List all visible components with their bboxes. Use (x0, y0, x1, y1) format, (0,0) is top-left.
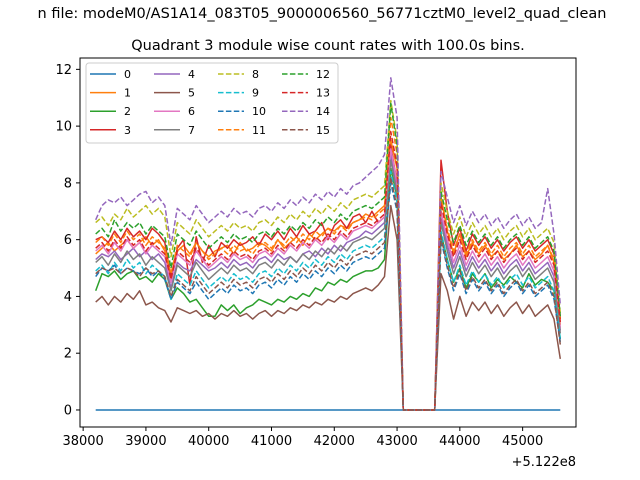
series-line-11 (95, 116, 562, 411)
legend-label-10: 10 (252, 105, 266, 118)
series-line-6 (95, 148, 562, 411)
x-offset-label: +5.122e8 (512, 455, 576, 470)
x-tick-label: 39000 (125, 434, 166, 449)
y-tick-label: 2 (64, 347, 72, 362)
x-tick-label: 40000 (188, 434, 229, 449)
y-tick-label: 10 (55, 120, 72, 135)
legend-label-1: 1 (124, 87, 131, 100)
legend-label-3: 3 (124, 124, 131, 137)
chart-title: Quadrant 3 module wise count rates with … (131, 38, 525, 54)
legend-label-8: 8 (252, 68, 259, 81)
y-tick-label: 6 (64, 233, 72, 248)
x-tick-label: 41000 (251, 434, 292, 449)
x-tick-label: 45000 (502, 434, 543, 449)
legend-frame (85, 62, 339, 144)
x-tick-label: 43000 (376, 434, 417, 449)
series-line-10 (95, 182, 562, 411)
series-line-14 (95, 77, 562, 411)
legend-label-9: 9 (252, 87, 259, 100)
plot-area (94, 77, 562, 411)
y-tick-label: 0 (64, 403, 72, 418)
series-line-7 (95, 159, 562, 411)
legend-label-7: 7 (188, 124, 195, 137)
series-line-8 (95, 99, 562, 411)
series-line-12 (95, 102, 562, 411)
x-tick-label: 44000 (439, 434, 480, 449)
series-line-5 (95, 204, 562, 411)
legend-label-13: 13 (316, 87, 330, 100)
x-tick-label: 42000 (314, 434, 355, 449)
axes-frame (79, 57, 577, 428)
y-tick-label: 12 (55, 63, 72, 78)
x-tick-label: 38000 (62, 434, 103, 449)
series-line-15 (95, 176, 562, 411)
legend-label-4: 4 (188, 68, 195, 81)
legend-label-5: 5 (188, 87, 195, 100)
legend-label-12: 12 (316, 68, 330, 81)
legend-label-0: 0 (124, 68, 131, 81)
legend-label-2: 2 (124, 105, 131, 118)
series-line-13 (95, 131, 562, 411)
legend-label-15: 15 (316, 124, 330, 137)
y-axis: 0 2 4 6 8 10 12 (55, 63, 80, 418)
legend-label-11: 11 (252, 124, 266, 137)
legend-label-14: 14 (316, 105, 330, 118)
y-tick-label: 4 (64, 290, 72, 305)
x-axis: 38000 39000 40000 41000 42000 43000 44000 45000 (62, 427, 543, 449)
legend-label-6: 6 (188, 105, 195, 118)
figure-suptitle: n file: modeM0/AS1A14_083T05_9000006560_… (38, 6, 607, 22)
y-tick-label: 8 (64, 176, 72, 191)
